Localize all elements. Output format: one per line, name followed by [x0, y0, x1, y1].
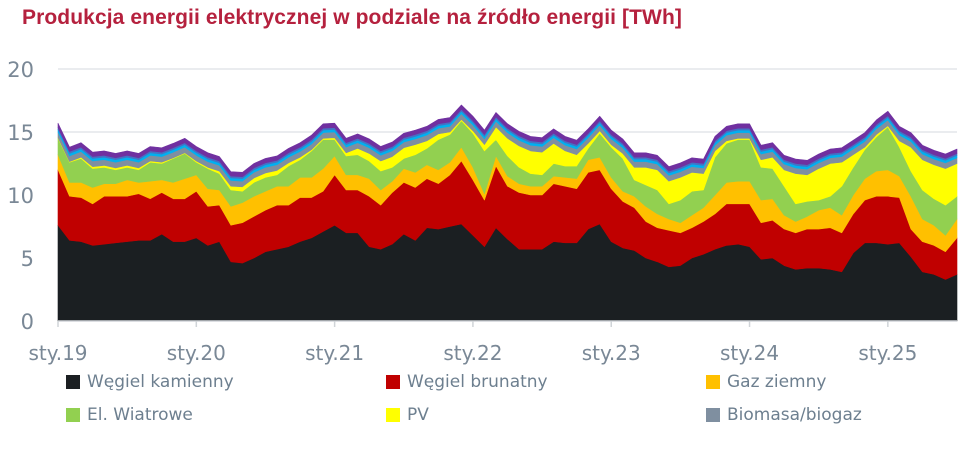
legend-item-wind: El. Wiatrowe	[66, 405, 193, 425]
legend-label: El. Wiatrowe	[87, 405, 193, 425]
y-tick-label: 15	[7, 121, 34, 145]
y-tick-label: 10	[7, 184, 34, 208]
legend-swatch	[706, 375, 720, 389]
x-tick-label: sty.21	[305, 341, 364, 365]
legend-item-biomass: Biomasa/biogaz	[706, 405, 862, 425]
legend-label: Węgiel brunatny	[407, 372, 548, 392]
legend-swatch	[706, 408, 720, 422]
legend-swatch	[66, 408, 80, 422]
x-tick-label: sty.22	[443, 341, 502, 365]
legend-item-natural-gas: Gaz ziemny	[706, 372, 826, 392]
legend-swatch	[66, 375, 80, 389]
x-tick-label: sty.25	[858, 341, 917, 365]
legend-swatch	[386, 375, 400, 389]
legend-item-lignite: Węgiel brunatny	[386, 372, 548, 392]
legend-label: PV	[407, 405, 429, 425]
y-axis-tick-labels: 0 5 10 15 20	[7, 58, 34, 334]
y-tick-label: 0	[21, 310, 34, 334]
chart-title: Produkcja energii elektrycznej w podzial…	[22, 6, 682, 29]
x-axis	[57, 320, 957, 327]
legend-label: Węgiel kamienny	[87, 372, 234, 392]
legend-item-hard-coal: Węgiel kamienny	[66, 372, 234, 392]
x-tick-label: sty.23	[582, 341, 641, 365]
x-tick-label: sty.19	[28, 341, 87, 365]
area-series	[57, 104, 958, 322]
legend-label: Biomasa/biogaz	[727, 405, 862, 425]
legend-swatch	[386, 408, 400, 422]
y-tick-label: 5	[21, 247, 34, 271]
legend-item-pv: PV	[386, 405, 429, 425]
x-axis-tick-labels: sty.19 sty.20 sty.21 sty.22 sty.23 sty.24 sty.…	[28, 341, 917, 365]
legend-label: Gaz ziemny	[727, 372, 827, 392]
x-tick-label: sty.24	[720, 341, 779, 365]
area-series-9	[57, 104, 958, 178]
x-tick-label: sty.20	[167, 341, 226, 365]
y-tick-label: 20	[7, 58, 34, 82]
